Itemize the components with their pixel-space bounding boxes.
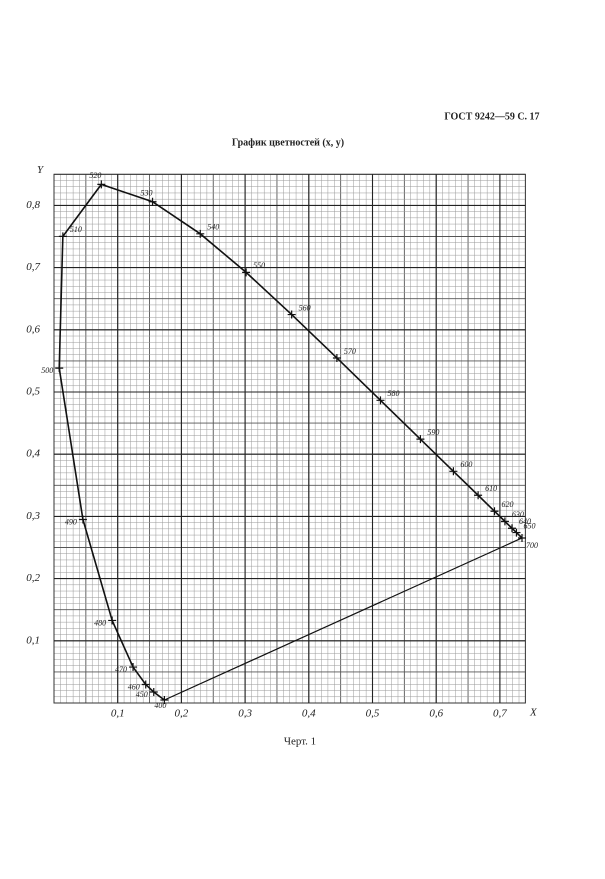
- y-tick-label: 0,4: [26, 448, 40, 460]
- locus-point: [332, 353, 341, 362]
- locus-point: [242, 268, 251, 277]
- y-axis-label: Y: [37, 164, 45, 176]
- locus-point: [55, 364, 64, 373]
- wavelength-label: 630: [512, 510, 524, 519]
- locus-point: [500, 517, 509, 526]
- locus-point: [196, 229, 205, 238]
- wavelength-label: 560: [299, 303, 311, 312]
- locus-point: [148, 197, 157, 206]
- wavelength-label: 470: [115, 665, 127, 674]
- wavelength-label: 450: [136, 690, 148, 699]
- x-axis-label: X: [529, 707, 538, 719]
- wavelength-label: 700: [526, 541, 538, 550]
- x-tick-label: 0,5: [366, 708, 380, 720]
- locus-point: [141, 680, 150, 689]
- x-tick-label: 0,6: [429, 708, 443, 720]
- x-tick-label: 0,1: [111, 708, 125, 720]
- x-tick-label: 0,3: [238, 708, 252, 720]
- locus-point: [149, 687, 158, 696]
- wavelength-label: 500: [41, 366, 53, 375]
- wavelength-label: 580: [387, 389, 399, 398]
- wavelength-label: 640: [519, 517, 531, 526]
- locus-point: [518, 533, 527, 542]
- wavelength-label: 480: [94, 618, 106, 627]
- wavelength-label: 650: [523, 521, 535, 530]
- wavelength-label: 530: [141, 189, 153, 198]
- chart-title: График цветностей (x, y): [232, 137, 344, 148]
- locus-point: [449, 467, 458, 476]
- purple-line: [164, 537, 523, 701]
- wavelength-label: 400: [154, 701, 166, 710]
- y-tick-label: 0,1: [26, 634, 40, 646]
- wavelength-label: 610: [485, 484, 497, 493]
- wavelength-label: 520: [89, 171, 101, 180]
- locus-point: [58, 232, 67, 241]
- wavelength-label: 550: [253, 261, 265, 270]
- locus-point: [416, 435, 425, 444]
- locus-point: [512, 528, 521, 537]
- locus-point: [287, 310, 296, 319]
- plot-frame: [53, 173, 526, 704]
- wavelength-label: 510: [70, 225, 82, 234]
- locus-point: [78, 515, 87, 524]
- spectral-locus: [58, 183, 523, 701]
- y-tick-label: 0,3: [26, 510, 40, 522]
- wavelength-label: 490: [65, 517, 77, 526]
- y-tick-label: 0,7: [26, 261, 40, 273]
- wavelength-label: 620: [501, 500, 513, 509]
- y-tick-label: 0,6: [26, 323, 40, 335]
- locus-point: [490, 507, 499, 516]
- locus-point: [108, 616, 117, 625]
- locus-point: [376, 396, 385, 405]
- y-tick-label: 0,8: [26, 199, 40, 211]
- x-tick-label: 0,2: [175, 708, 189, 720]
- locus-point: [129, 663, 138, 672]
- figure-caption: Черт. 1: [284, 736, 316, 748]
- locus-point: [160, 696, 169, 705]
- y-tick-label: 0,5: [26, 386, 40, 398]
- x-tick-label: 0,4: [302, 708, 316, 720]
- wavelength-label: 570: [344, 347, 356, 356]
- wavelength-label: 600: [460, 460, 472, 469]
- x-tick-label: 0,7: [493, 708, 507, 720]
- locus-point: [508, 524, 517, 533]
- wavelength-label: 460: [128, 682, 140, 691]
- y-tick-label: 0,2: [26, 572, 40, 584]
- locus-point: [97, 180, 106, 189]
- wavelength-label: 590: [427, 428, 439, 437]
- locus-point: [474, 491, 483, 500]
- page-header: ГОСТ 9242—59 С. 17: [444, 111, 539, 122]
- grid: [53, 173, 526, 704]
- wavelength-label: 540: [207, 223, 219, 232]
